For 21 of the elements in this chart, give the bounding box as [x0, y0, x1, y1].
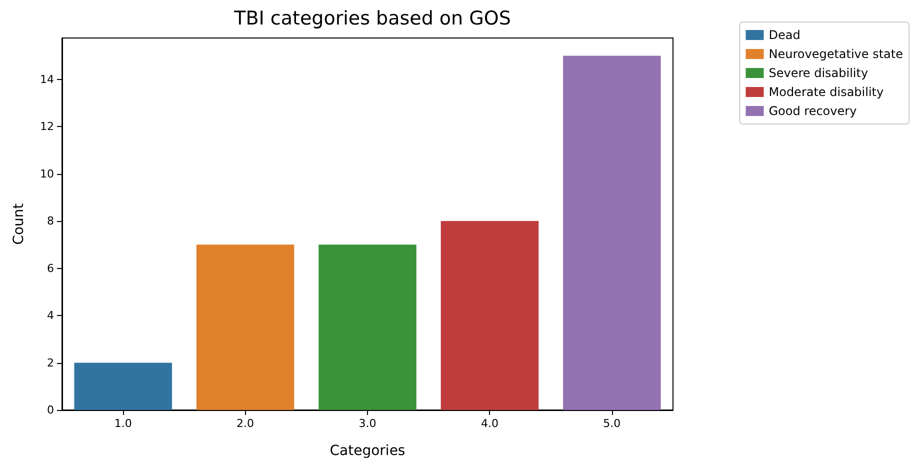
x-tick-label: 2.0	[236, 417, 254, 430]
y-tick-label: 14	[40, 72, 54, 86]
y-axis-title: Count	[11, 202, 27, 245]
legend-label: Severe disability	[768, 66, 868, 80]
x-tick-label: 3.0	[358, 417, 376, 430]
x-axis-title: Categories	[330, 443, 406, 459]
y-tick-label: 8	[47, 214, 54, 228]
y-tick-label: 2	[47, 356, 54, 370]
legend-label: Neurovegetative state	[768, 47, 904, 61]
legend-label: Dead	[768, 28, 800, 42]
chart-title: TBI categories based on GOS	[233, 8, 511, 30]
y-tick-label: 0	[47, 404, 54, 416]
y-tick-label: 10	[40, 167, 54, 180]
x-tick-label: 4.0	[480, 417, 498, 430]
y-tick-label: 6	[47, 262, 54, 275]
legend-label: Moderate disability	[768, 85, 884, 99]
legend-label: Good recovery	[768, 104, 857, 118]
x-tick-label: 1.0	[114, 417, 132, 430]
y-tick-label: 4	[47, 309, 54, 322]
y-tick-label: 12	[40, 120, 54, 134]
x-tick-label: 5.0	[603, 417, 621, 430]
